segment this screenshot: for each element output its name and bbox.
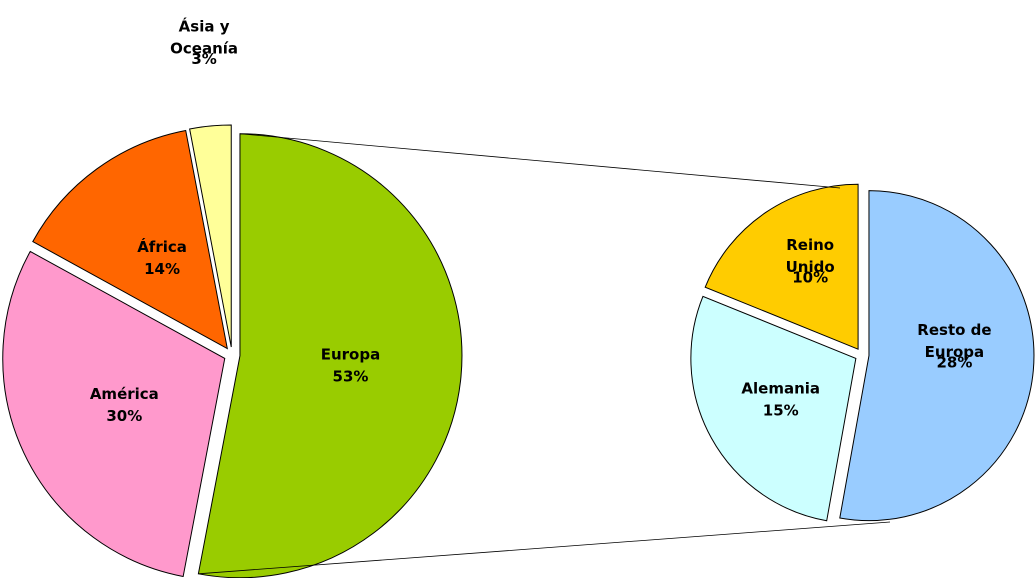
data-label: 15% [763, 401, 799, 419]
pie-slice [704, 183, 859, 350]
category-label: Reino Unido [786, 236, 835, 276]
data-label: 14% [144, 260, 180, 278]
data-label: 10% [792, 269, 828, 287]
pie-slice [197, 133, 463, 578]
pie-slice [32, 129, 228, 350]
category-label: África [137, 237, 187, 256]
data-label: 53% [333, 368, 369, 386]
category-label: Resto de Europa [917, 321, 991, 361]
category-label: Alemania [741, 379, 820, 397]
pie-slice [690, 295, 857, 522]
connector-line [198, 521, 891, 575]
category-label: Ásia y Oceanía [170, 16, 238, 57]
data-label: 3% [191, 50, 216, 68]
pie-slice [839, 190, 1035, 522]
pie-slice [2, 250, 226, 578]
pie-slice [189, 124, 232, 348]
data-label: 30% [106, 407, 142, 425]
category-label: América [90, 385, 159, 403]
data-label: 28% [936, 354, 972, 372]
category-label: Europa [321, 346, 381, 364]
connector-line [239, 133, 841, 189]
